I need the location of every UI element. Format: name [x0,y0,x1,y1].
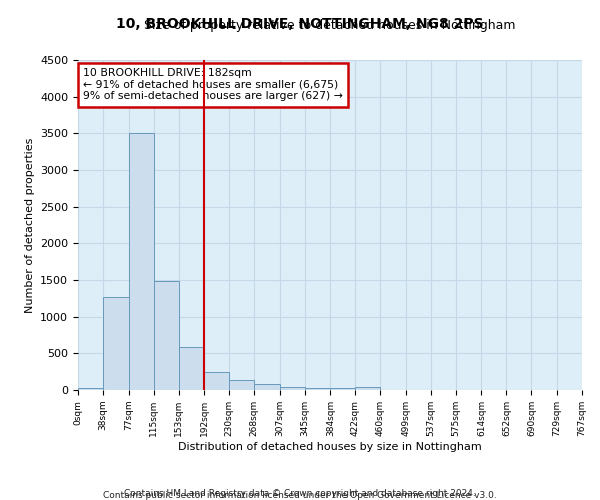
Title: Size of property relative to detached houses in Nottingham: Size of property relative to detached ho… [144,20,516,32]
Text: 10, BROOKHILL DRIVE, NOTTINGHAM, NG8 2PS: 10, BROOKHILL DRIVE, NOTTINGHAM, NG8 2PS [116,18,484,32]
Bar [103,297,128,390]
X-axis label: Distribution of detached houses by size in Nottingham: Distribution of detached houses by size … [178,442,482,452]
Bar [179,348,204,390]
Bar [204,372,229,390]
Bar [280,386,305,390]
Bar [305,388,331,390]
Bar [154,282,179,390]
Bar [355,387,380,390]
Bar [331,388,355,390]
Text: 10 BROOKHILL DRIVE: 182sqm
← 91% of detached houses are smaller (6,675)
9% of se: 10 BROOKHILL DRIVE: 182sqm ← 91% of deta… [83,68,343,102]
Y-axis label: Number of detached properties: Number of detached properties [25,138,35,312]
Bar [229,380,254,390]
Bar [78,388,103,390]
Text: Contains public sector information licensed under the Open Government Licence v3: Contains public sector information licen… [103,491,497,500]
Text: Contains HM Land Registry data © Crown copyright and database right 2024.: Contains HM Land Registry data © Crown c… [124,488,476,498]
Bar [128,134,154,390]
Bar [254,384,280,390]
